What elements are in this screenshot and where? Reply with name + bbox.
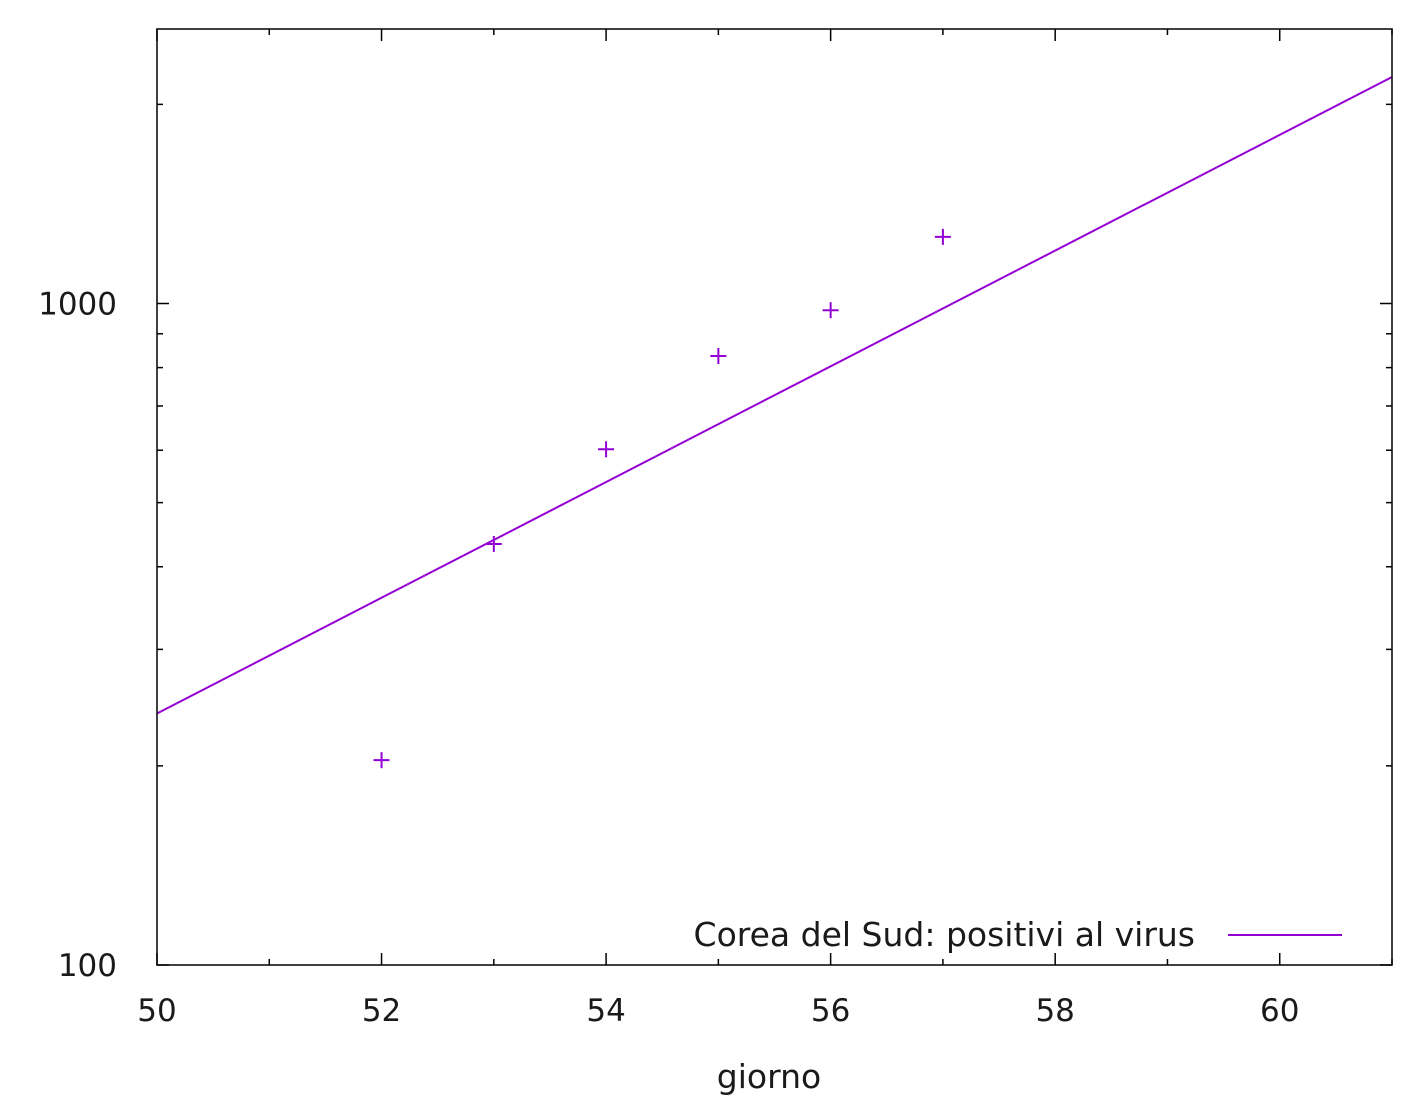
legend-label: Corea del Sud: positivi al virus bbox=[694, 915, 1195, 954]
x-tick-label: 56 bbox=[811, 993, 850, 1029]
x-tick-label: 50 bbox=[137, 993, 176, 1029]
ticks-layer bbox=[156, 29, 1393, 966]
legend: Corea del Sud: positivi al virus bbox=[694, 915, 1342, 954]
data-point bbox=[598, 441, 615, 458]
data-point bbox=[822, 302, 839, 319]
fit-line bbox=[157, 76, 1392, 715]
data-point bbox=[373, 752, 390, 769]
x-tick-label: 58 bbox=[1035, 993, 1074, 1029]
x-tick-label: 52 bbox=[362, 993, 401, 1029]
data-point bbox=[934, 228, 951, 245]
x-tick-label: 60 bbox=[1260, 993, 1299, 1029]
series-layer bbox=[157, 76, 1392, 769]
x-axis-label: giorno bbox=[717, 1057, 821, 1096]
data-point bbox=[485, 535, 502, 552]
y-tick-label: 1000 bbox=[38, 287, 117, 323]
y-tick-label: 100 bbox=[58, 948, 117, 984]
tick-label-layer: 50 52 54 56 58 60 100 1000 bbox=[38, 287, 1299, 1029]
data-point bbox=[710, 347, 727, 364]
x-tick-label: 54 bbox=[586, 993, 625, 1029]
plot-frame bbox=[156, 28, 1393, 966]
